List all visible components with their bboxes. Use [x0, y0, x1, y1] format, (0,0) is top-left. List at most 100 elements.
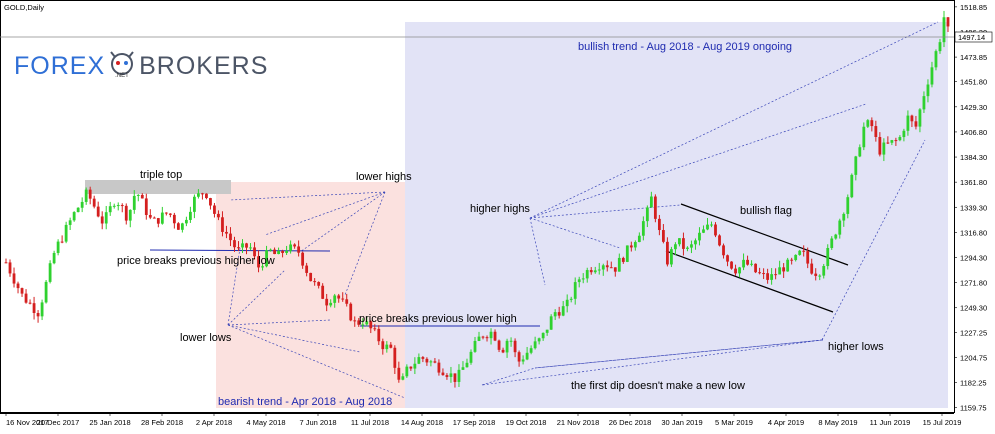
- candle-body: [477, 336, 481, 341]
- flag-lower-line: [665, 250, 834, 313]
- candle-body: [321, 285, 325, 299]
- candle-body: [774, 274, 778, 276]
- candle-body: [525, 352, 529, 360]
- bullish-zone: [405, 22, 948, 408]
- candle-body: [810, 263, 814, 274]
- candle-body: [421, 357, 425, 359]
- flag-upper-line: [680, 203, 849, 266]
- candle-body: [561, 306, 565, 316]
- y-tick-label: 1294.30: [960, 254, 987, 263]
- higher-lows-guide: [821, 139, 926, 341]
- candle-body: [36, 313, 40, 317]
- x-tick-label: 19 Oct 2018: [506, 418, 547, 427]
- annotation-bullish-trend: bullish trend - Aug 2018 - Aug 2019 ongo…: [578, 41, 792, 53]
- candle-body: [233, 240, 236, 248]
- y-tick-label: 1384.30: [960, 153, 987, 162]
- candle-body: [513, 340, 517, 353]
- candle-body: [926, 84, 930, 97]
- candle-body: [76, 207, 80, 213]
- higher-lows-guide: [534, 339, 824, 369]
- candle-body: [714, 224, 717, 236]
- candle-body: [613, 267, 617, 272]
- candle-body: [637, 235, 641, 243]
- candle-body: [213, 205, 216, 214]
- candle-body: [397, 367, 401, 380]
- x-tick-label: 28 Feb 2018: [141, 418, 183, 427]
- candle-body: [441, 372, 445, 376]
- candle-body: [345, 299, 349, 304]
- symbol-label: GOLD,Daily: [4, 3, 44, 12]
- candle-body: [485, 337, 489, 339]
- candle-body: [862, 126, 866, 148]
- candle-body: [140, 194, 144, 199]
- lower-highs-guide: [229, 191, 386, 201]
- higher-lows-guide: [481, 367, 536, 386]
- candle-body: [389, 344, 393, 348]
- candle-body: [557, 312, 561, 316]
- candle-body: [241, 243, 244, 248]
- x-tick-label: 7 Jun 2018: [299, 418, 336, 427]
- x-tick-label: 14 Aug 2018: [401, 418, 443, 427]
- candle-body: [64, 224, 68, 242]
- candle-body: [193, 196, 196, 212]
- y-tick-label: 1339.30: [960, 203, 987, 212]
- candle-body: [369, 321, 373, 329]
- higher-highs-guide: [529, 217, 546, 286]
- candle-body: [754, 263, 757, 273]
- candle-body: [257, 256, 260, 268]
- candle-body: [726, 255, 729, 262]
- annotation-bullish-flag: bullish flag: [740, 205, 792, 217]
- candle-body: [92, 198, 96, 207]
- candle-body: [649, 196, 653, 208]
- candle-body: [782, 267, 786, 272]
- annotation-bearish-trend: bearish trend - Apr 2018 - Aug 2018: [218, 396, 392, 408]
- candle-body: [132, 195, 136, 210]
- candle-body: [625, 245, 629, 262]
- candle-body: [565, 299, 569, 307]
- y-tick-label: 1406.80: [960, 128, 987, 137]
- candle-body: [261, 266, 264, 268]
- candle-body: [184, 219, 188, 224]
- candle-body: [722, 245, 725, 256]
- candle-body: [48, 263, 52, 282]
- annotation-higher-highs: higher highs: [470, 203, 530, 215]
- lower-lows-guide: [227, 269, 286, 326]
- candle-body: [517, 352, 521, 362]
- x-tick-label: 2 Apr 2018: [196, 418, 232, 427]
- candle-body: [541, 332, 545, 339]
- candle-body: [702, 229, 705, 233]
- annotation-first-dip: the first dip doesn't make a new low: [571, 380, 745, 392]
- bull-bear-icon: .NET: [107, 51, 137, 81]
- higher-highs-guide: [529, 21, 939, 219]
- candle-body: [537, 338, 541, 342]
- candle-body: [645, 207, 649, 222]
- candle-body: [686, 247, 689, 249]
- candle-body: [225, 231, 228, 234]
- candle-body: [830, 238, 834, 248]
- candle-body: [112, 205, 116, 207]
- candle-body: [762, 273, 766, 275]
- candle-body: [918, 109, 922, 127]
- current-price-box: [954, 31, 993, 43]
- y-tick-label: 1204.75: [960, 353, 987, 362]
- candle-body: [934, 51, 938, 68]
- candle-body: [88, 189, 92, 199]
- candle-body: [694, 240, 697, 245]
- lower-lows-guide: [227, 319, 331, 326]
- candle-body: [385, 344, 389, 350]
- candle-body: [413, 363, 417, 369]
- candle-body: [641, 221, 645, 236]
- candle-body: [481, 336, 485, 338]
- candle-body: [778, 267, 782, 275]
- candle-body: [433, 361, 437, 363]
- candle-body: [457, 369, 461, 382]
- candle-body: [790, 259, 794, 261]
- candle-body: [870, 120, 874, 127]
- candle-body: [357, 320, 361, 325]
- candle-body: [297, 246, 301, 253]
- candle-body: [273, 249, 276, 255]
- brand-text-forex: FOREX: [14, 51, 106, 80]
- x-tick-label: 11 Jun 2019: [870, 418, 911, 427]
- candle-body: [333, 295, 337, 303]
- candle-body: [461, 367, 465, 370]
